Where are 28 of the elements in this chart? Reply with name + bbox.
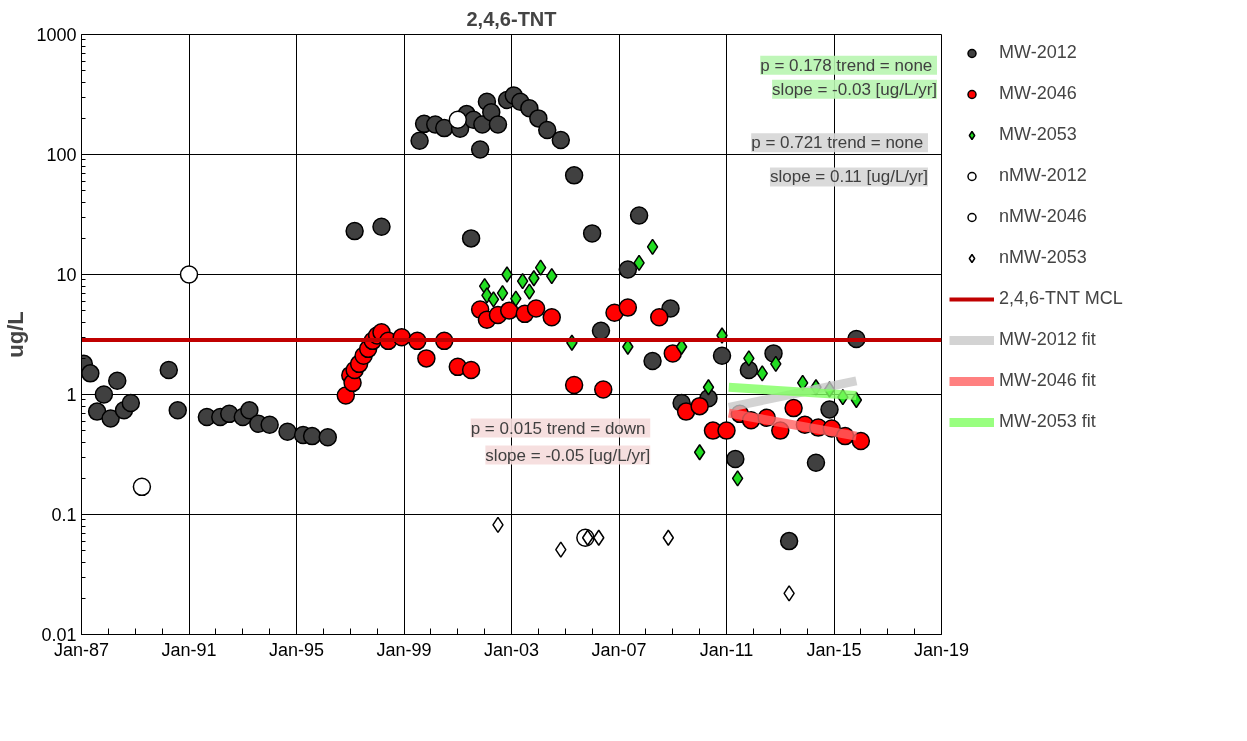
legend-label: MW-2053 fit [999,411,1096,432]
x-tick-label: Jan-07 [591,639,647,660]
x-tick-label: Jan-11 [699,639,754,660]
legend-label: MW-2012 fit [999,329,1096,350]
x-tick-label: Jan-95 [268,639,325,660]
legend-label: MW-2046 fit [999,370,1096,391]
legend-label: nMW-2012 [999,165,1087,186]
legend-label: MW-2046 [999,83,1077,104]
y-tick-label: 1 [66,385,77,405]
legend-label: MW-2012 [999,42,1077,63]
annotation: p = 0.015 trend = down slope = -0.05 [ug/L/yr] [470,418,651,465]
chart-title: 2,4,6-TNT [466,7,557,30]
y-tick-label: 10 [56,265,77,285]
x-tick-label: Jan-15 [806,639,862,660]
legend-label: 2,4,6-TNT MCL [999,288,1123,309]
y-axis-title: ug/L [3,311,29,358]
x-tick-label: Jan-91 [161,639,217,660]
legend-label: nMW-2053 [999,247,1087,268]
y-tick-label: 100 [46,145,77,165]
x-tick-label: Jan-19 [913,639,970,660]
annotation: p = 0.178 trend = none slope = -0.03 [ug/L/yr] [760,55,938,99]
legend-label: MW-2053 [999,124,1077,145]
y-tick-label: 0.1 [51,505,77,525]
y-tick-label: 1000 [36,25,77,45]
legend-label: nMW-2046 [999,206,1087,227]
x-tick-label: Jan-03 [483,639,540,660]
annotation: p = 0.721 trend = none slope = 0.11 [ug/L/yr] [751,133,928,187]
x-tick-label: Jan-99 [376,639,432,660]
